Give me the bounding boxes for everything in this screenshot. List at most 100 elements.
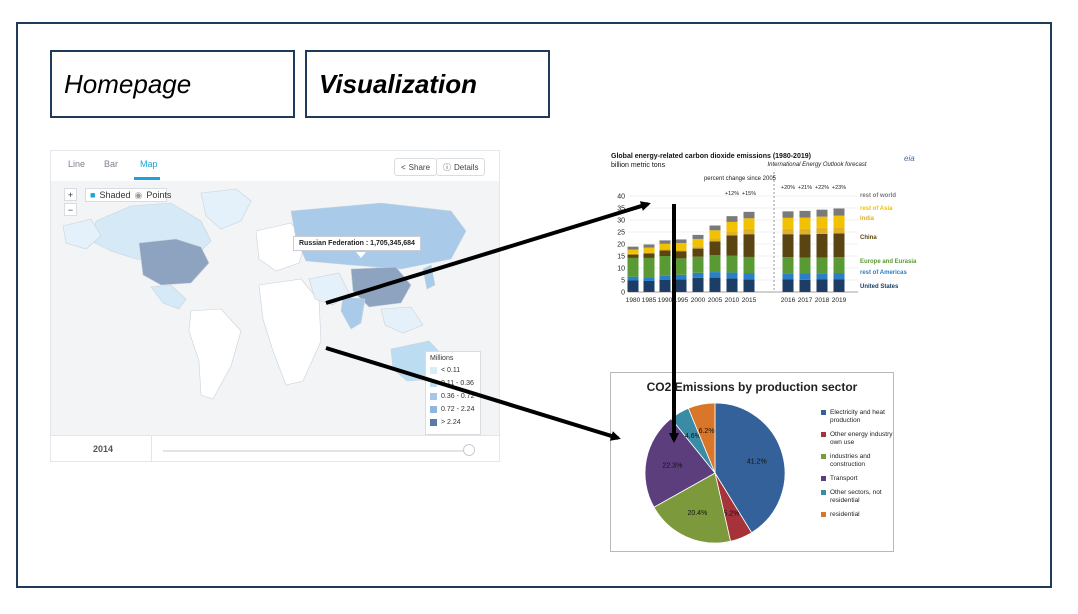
bar-segment <box>833 273 845 280</box>
bar-segment <box>692 246 704 249</box>
bar-segment <box>709 272 721 278</box>
legend-swatch <box>430 419 437 426</box>
tab-line[interactable]: Line <box>68 159 86 169</box>
x-tick-label: 2018 <box>815 297 830 304</box>
bar-segment <box>643 253 655 258</box>
legend-swatch <box>430 393 437 400</box>
bar-segment <box>816 216 828 228</box>
map-south-america <box>188 308 242 400</box>
bar-segment <box>799 217 811 229</box>
visualization-tab[interactable]: Visualization <box>305 50 550 118</box>
x-tick-label: 2005 <box>708 297 723 304</box>
bar-segment <box>816 279 828 292</box>
y-tick-label: 25 <box>617 230 625 237</box>
map-europe <box>255 222 307 272</box>
pie-legend-item: Other sectors, not residential <box>821 489 893 505</box>
pie-data-label: 4.6% <box>685 433 701 440</box>
tab-bar[interactable]: Bar <box>104 159 119 169</box>
homepage-tab[interactable]: Homepage <box>50 50 295 118</box>
bar-segment <box>833 215 845 228</box>
bar-segment <box>743 228 755 235</box>
share-icon: < <box>401 162 406 172</box>
bar-segment <box>833 257 845 274</box>
percent-change-label: +12% <box>725 191 739 197</box>
bar-segment <box>643 257 655 278</box>
y-tick-label: 20 <box>617 242 625 249</box>
eia-logo: eia <box>904 154 915 163</box>
share-button[interactable]: < Share <box>394 158 438 176</box>
bar-segment <box>833 279 845 292</box>
legend-item: 0.36 - 0.72 <box>430 390 476 403</box>
legend-label: 0.72 - 2.24 <box>441 406 475 413</box>
series-label: Europe and Eurasia <box>860 259 917 265</box>
x-tick-label: 2010 <box>725 297 740 304</box>
shaded-points-toggle[interactable]: ■ Shaded ◉ Points <box>85 188 171 202</box>
bar-segment <box>799 257 811 274</box>
forecast-change-label: +22% <box>815 185 829 191</box>
bar-segment <box>833 208 845 216</box>
year-slider-handle[interactable] <box>463 444 475 456</box>
bar-segment <box>692 256 704 273</box>
pie-legend-label: Other sectors, not residential <box>830 489 882 504</box>
pie-data-label: 41.2% <box>747 459 767 466</box>
bar-segment <box>675 258 687 275</box>
pie-legend-swatch <box>821 410 826 415</box>
bar-segment <box>627 276 639 281</box>
bar-segment <box>782 257 794 274</box>
legend-label: 0.11 - 0.36 <box>441 380 474 387</box>
bar-segment <box>643 280 655 292</box>
bar-segment <box>692 238 704 247</box>
map-tooltip: Russian Federation : 1,705,345,684 <box>293 236 421 251</box>
bar-segment <box>643 247 655 253</box>
tab-map[interactable]: Map <box>140 159 158 169</box>
bar-segment <box>627 246 639 250</box>
legend-label: > 2.24 <box>441 419 461 426</box>
map-alaska <box>62 218 102 250</box>
bar-segment <box>782 234 794 258</box>
percent-change-label: +15% <box>742 191 756 197</box>
forecast-change-label: +23% <box>832 185 846 191</box>
map-usa <box>138 238 210 286</box>
bar-segment <box>627 249 639 254</box>
pie-legend-item: Electricity and heat production <box>821 409 893 425</box>
bar-segment <box>659 240 671 244</box>
bar-segment <box>743 273 755 280</box>
legend-item: 0.72 - 2.24 <box>430 403 476 416</box>
pie-legend-label: Transport <box>830 475 858 482</box>
pie-legend-label: industries and construction <box>830 453 871 468</box>
bar-segment <box>833 227 845 234</box>
bar-segment <box>675 274 687 280</box>
forecast-header: International Energy Outlook forecast <box>767 162 866 168</box>
year-slider-track[interactable] <box>163 450 468 452</box>
y-tick-label: 15 <box>617 254 625 261</box>
pie-legend-label: Other energy industry own use <box>830 431 893 446</box>
visualization-tab-label: Visualization <box>319 68 477 99</box>
series-label: rest of Americas <box>860 270 907 276</box>
y-tick-label: 5 <box>621 278 625 285</box>
bar-chart: Global energy-related carbon dioxide emi… <box>608 150 928 312</box>
bar-segment <box>709 255 721 273</box>
details-button[interactable]: ⓘ Details <box>436 158 486 176</box>
forecast-change-label: +20% <box>781 185 795 191</box>
pie-chart: CO2 Emissions by production sector 41.2%… <box>610 372 894 552</box>
x-tick-label: 2016 <box>781 297 796 304</box>
year-label: 2014 <box>93 444 114 454</box>
pie-data-label: 20.4% <box>687 510 707 517</box>
map-tab-bar: Line Bar Map < Share ⓘ Details <box>51 151 499 182</box>
bar-segment <box>726 216 738 222</box>
bar-segment <box>743 211 755 219</box>
pie-slice <box>644 417 716 508</box>
legend-label: < 0.11 <box>441 367 461 374</box>
x-tick-label: 2000 <box>691 297 706 304</box>
bar-chart-ylabel: billion metric tons <box>611 162 666 169</box>
zoom-in-button[interactable]: + <box>64 188 77 201</box>
bar-segment <box>726 221 738 232</box>
series-label: United States <box>860 284 899 290</box>
bar-segment <box>799 210 811 218</box>
bar-segment <box>659 280 671 292</box>
bar-segment <box>743 218 755 229</box>
zoom-out-button[interactable]: − <box>64 203 77 216</box>
info-icon: ⓘ <box>443 162 451 172</box>
pie-data-label: 6.2% <box>699 428 715 435</box>
bar-segment <box>709 230 721 239</box>
